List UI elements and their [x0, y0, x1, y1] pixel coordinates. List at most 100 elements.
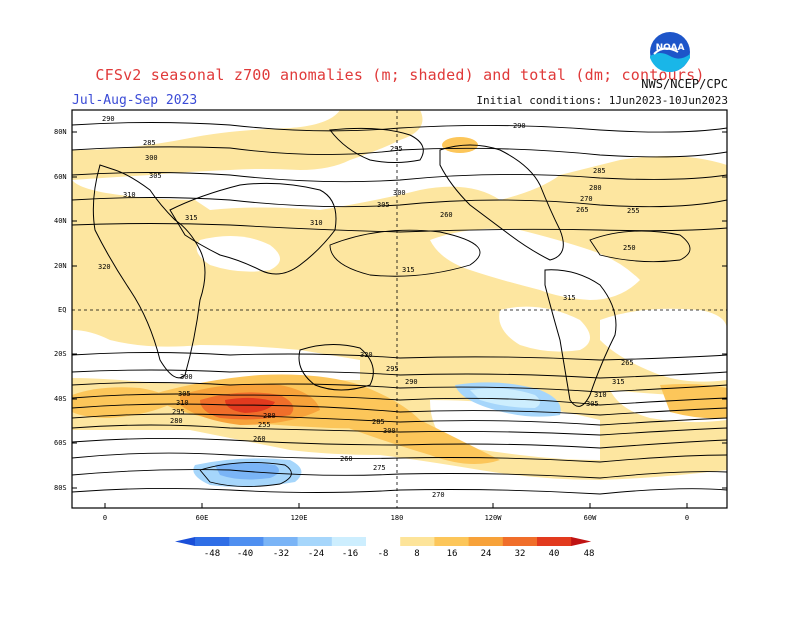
contour-label: 310 — [176, 399, 189, 407]
contour-label: 310 — [123, 191, 136, 199]
colorbar-swatch — [468, 537, 504, 546]
contour-label: 295 — [172, 408, 185, 416]
contour-label: 320 — [360, 351, 373, 359]
contour-label: 305 — [377, 201, 390, 209]
contour-label: 290 — [513, 122, 526, 130]
contour-label: 305 — [178, 390, 191, 398]
colorbar-tick: -32 — [273, 549, 289, 559]
contour-label: 315 — [563, 294, 576, 302]
lat-label: 60N — [54, 173, 67, 181]
lon-label: 0 — [685, 514, 689, 522]
contour-labels: 290 285 300 305 310 315 320 315 310 305 … — [98, 115, 640, 499]
lat-label: EQ — [58, 306, 66, 314]
contour-label: 305 — [149, 172, 162, 180]
contour-label: 295 — [386, 365, 399, 373]
latitude-axis: 80N 60N 40N 20N EQ 20S 40S 60S 80S — [54, 128, 67, 492]
lon-label: 120E — [291, 514, 308, 522]
colorbar-tick: -24 — [308, 549, 324, 559]
contour-label: 255 — [258, 421, 271, 429]
colorbar-swatch — [366, 537, 401, 546]
colorbar-labels: -48 -40 -32 -24 -16 -8 8 16 24 32 40 48 — [204, 549, 595, 559]
noaa-logo: NOAA — [650, 32, 690, 72]
contour-label: 270 — [580, 195, 593, 203]
contour-label: 285 — [143, 139, 156, 147]
lat-label: 80S — [54, 484, 67, 492]
colorbar-tick: 48 — [584, 549, 595, 559]
colorbar-swatch — [229, 537, 264, 546]
contour-label: 300 — [393, 189, 406, 197]
colorbar-tick: 40 — [549, 549, 560, 559]
coastlines — [92, 127, 617, 407]
contour-label: 265 — [621, 359, 634, 367]
lon-label: 180 — [391, 514, 404, 522]
lat-label: 40S — [54, 395, 67, 403]
contour-label: 315 — [185, 214, 198, 222]
colorbar-tick: -16 — [342, 549, 358, 559]
colorbar-swatch — [263, 537, 299, 546]
contour-label: 315 — [612, 378, 625, 386]
contour-label: 290 — [405, 378, 418, 386]
agency-label: NWS/NCEP/CPC — [641, 77, 728, 91]
contour-label: 310 — [310, 219, 323, 227]
contour-label: 285 — [593, 167, 606, 175]
lon-label: 60W — [584, 514, 597, 522]
season-label: Jul-Aug-Sep 2023 — [72, 93, 198, 108]
contour-label: 295 — [390, 145, 403, 153]
contour-label: 300 — [383, 427, 396, 435]
contour-label: 260 — [440, 211, 453, 219]
lat-label: 20N — [54, 262, 67, 270]
contour-label: 305 — [586, 400, 599, 408]
contour-label: 270 — [432, 491, 445, 499]
colorbar-arrow-left — [175, 537, 195, 546]
colorbar-tick: 32 — [515, 549, 526, 559]
contour-label: 280 — [170, 417, 183, 425]
contour-label: 315 — [402, 266, 415, 274]
map-frame — [71, 109, 728, 509]
colorbar-swatch — [331, 537, 367, 546]
contour-label: 300 — [180, 373, 193, 381]
colorbar-swatch — [537, 537, 572, 546]
contour-label: 260 — [253, 435, 266, 443]
lat-label: 60S — [54, 439, 67, 447]
contour-label: 300 — [145, 154, 158, 162]
lat-label: 40N — [54, 217, 67, 225]
colorbar-tick: -8 — [378, 549, 389, 559]
contour-label: 255 — [627, 207, 640, 215]
colorbar-tick: 8 — [414, 549, 419, 559]
contour-label: 260 — [340, 455, 353, 463]
lon-label: 0 — [103, 514, 107, 522]
contour-label: 265 — [576, 206, 589, 214]
longitude-axis: 0 60E 120E 180 120W 60W 0 — [103, 514, 689, 522]
lon-label: 60E — [196, 514, 209, 522]
colorbar-tick: 16 — [447, 549, 458, 559]
chart-title: CFSv2 seasonal z700 anomalies (m; shaded… — [95, 66, 705, 84]
longitude-ticks — [104, 503, 688, 508]
colorbar-arrow-right — [571, 537, 592, 546]
colorbar-tick: -40 — [237, 549, 253, 559]
lon-label: 120W — [485, 514, 503, 522]
contour-label: 290 — [102, 115, 115, 123]
colorbar-swatch — [434, 537, 470, 546]
contour-label: 320 — [98, 263, 111, 271]
contour-label: 280 — [263, 412, 276, 420]
contour-label: 250 — [623, 244, 636, 252]
graticule-lines — [72, 110, 727, 508]
contour-label: 310 — [594, 391, 607, 399]
colorbar-swatch — [297, 537, 333, 546]
colorbar-swatch — [400, 537, 435, 546]
colorbar-swatch — [502, 537, 538, 546]
contour-label: 280 — [589, 184, 602, 192]
height-contours — [71, 122, 728, 495]
lat-label: 80N — [54, 128, 67, 136]
logo-text: NOAA — [656, 43, 685, 53]
colorbar-tick: 24 — [481, 549, 492, 559]
contour-label: 285 — [372, 418, 385, 426]
colorbar-tick: -48 — [204, 549, 220, 559]
initial-conditions: Initial conditions: 1Jun2023-10Jun2023 — [476, 94, 728, 107]
colorbar — [175, 537, 592, 546]
latitude-ticks — [72, 131, 727, 489]
contour-label: 275 — [373, 464, 386, 472]
colorbar-swatch — [195, 537, 230, 546]
lat-label: 20S — [54, 350, 67, 358]
